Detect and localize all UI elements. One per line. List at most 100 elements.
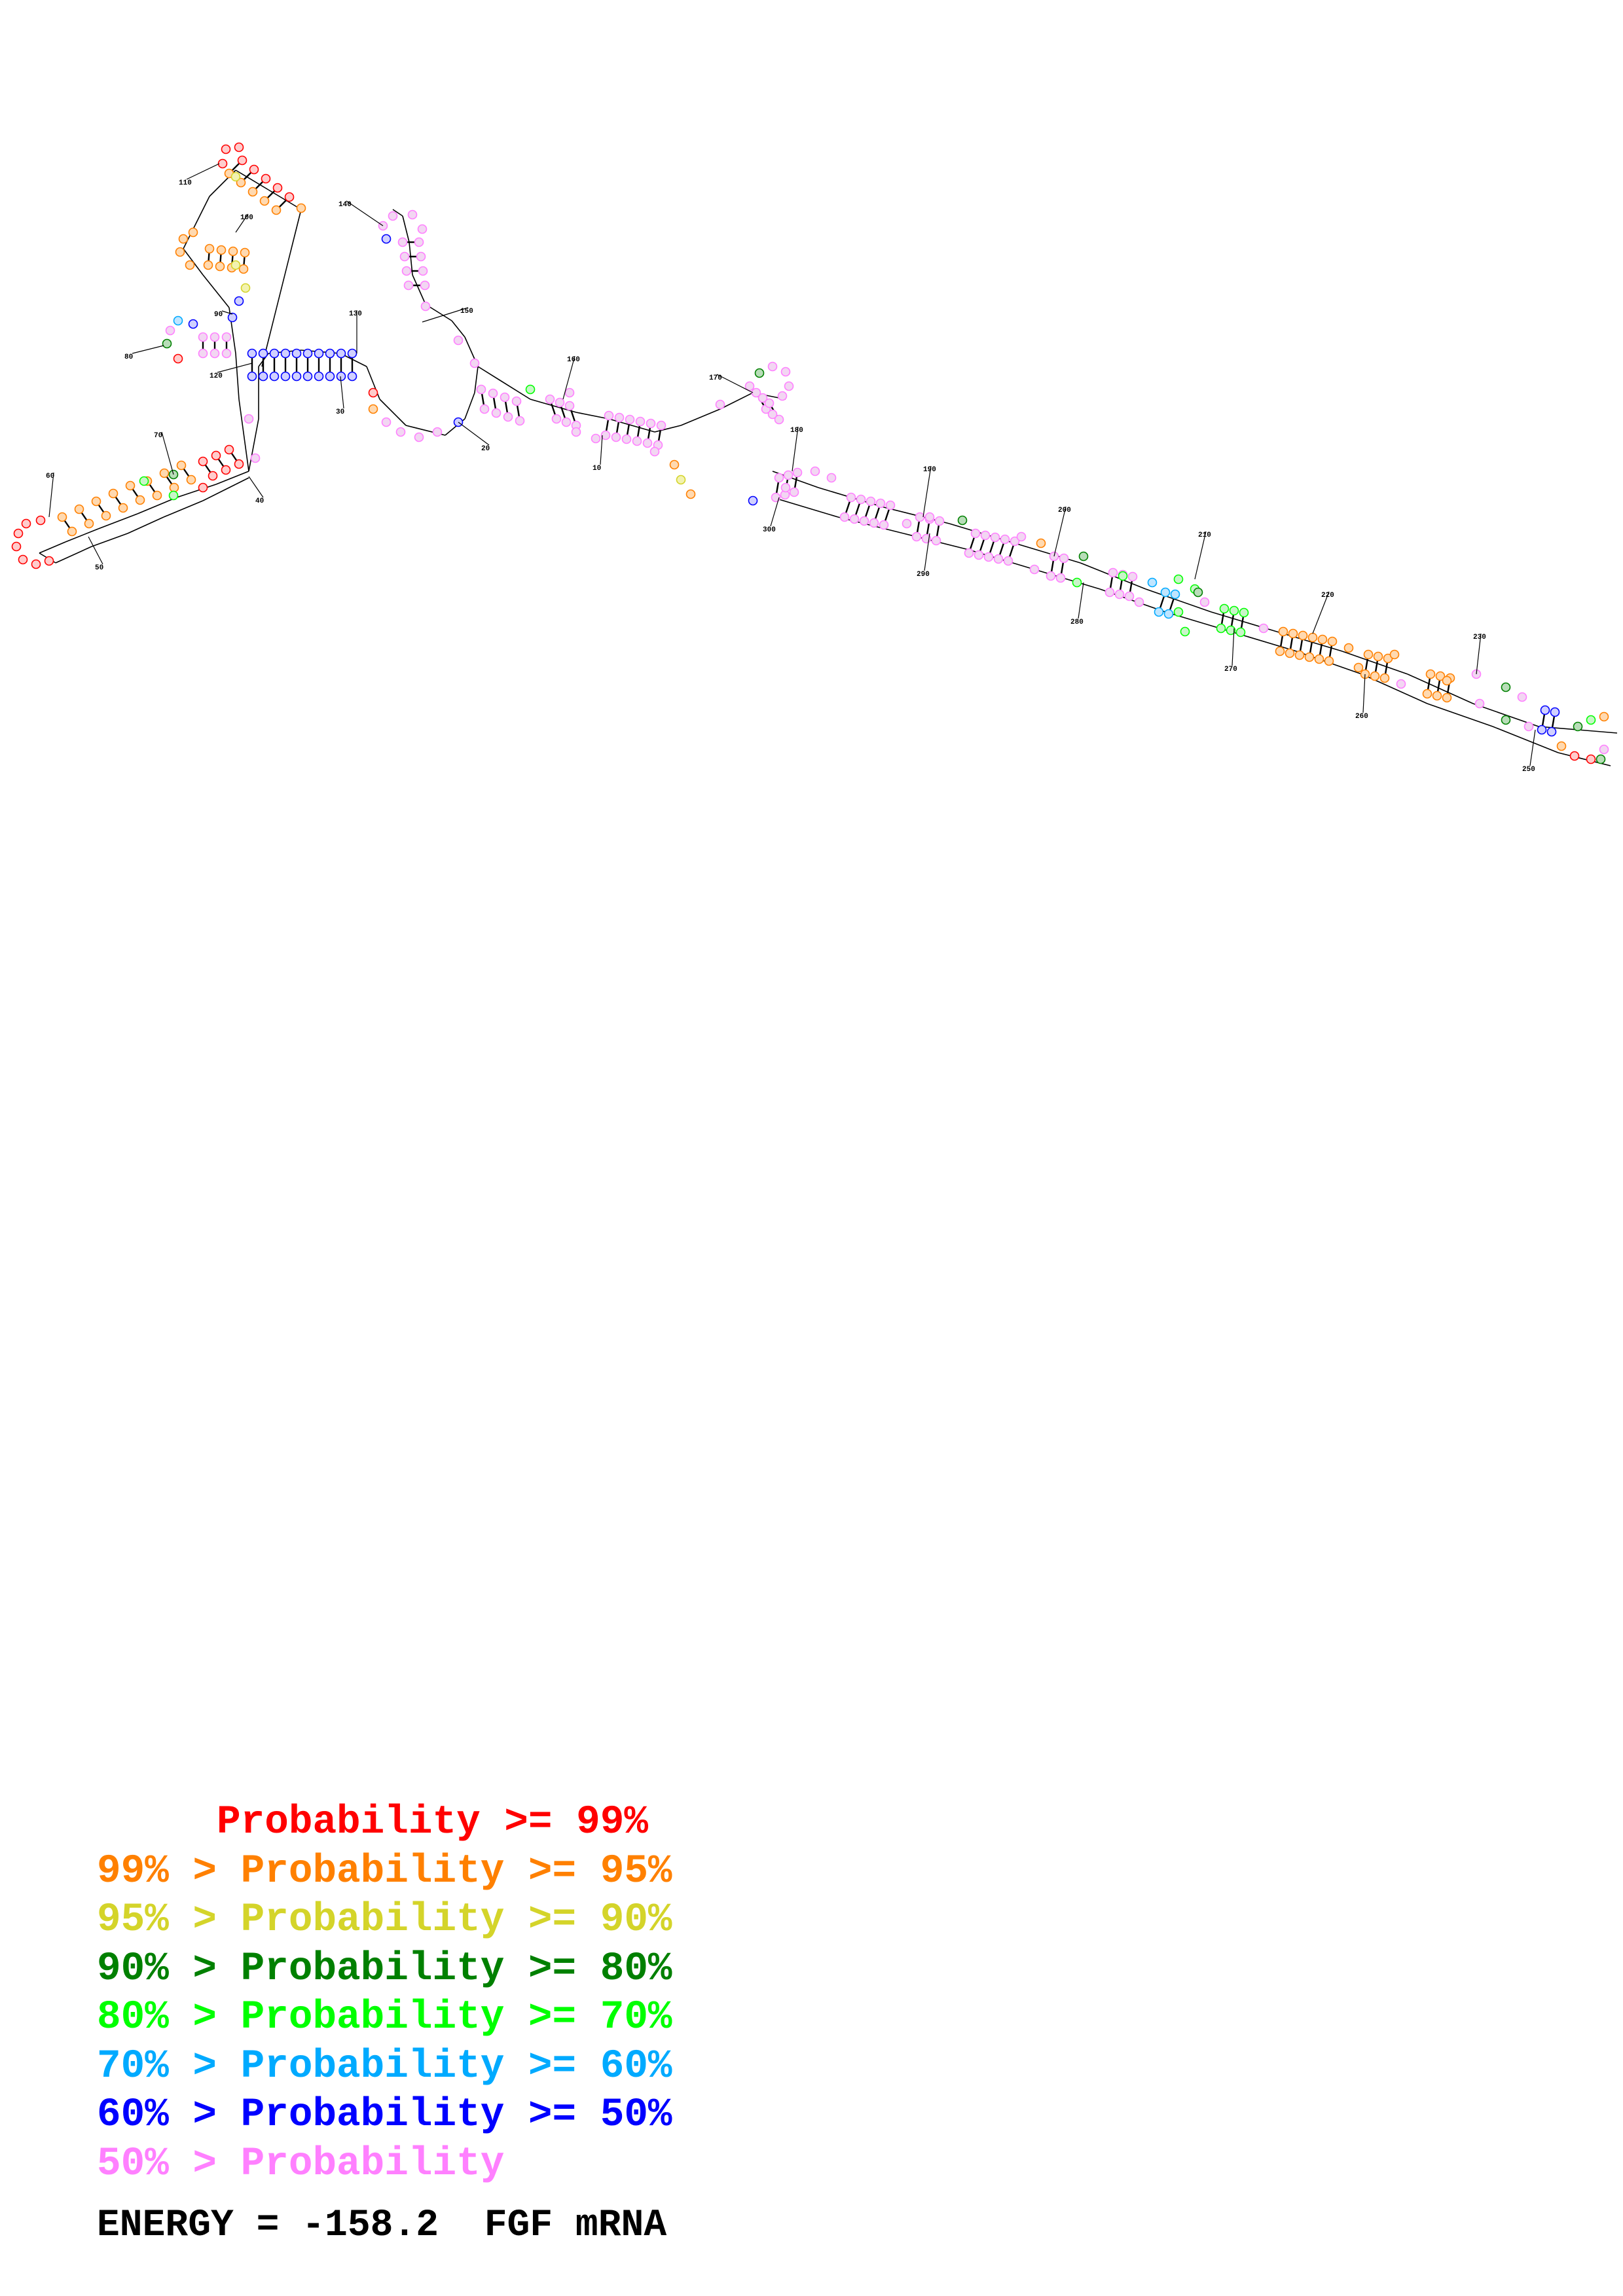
nucleotide (403, 280, 414, 291)
nucleotide (336, 348, 346, 359)
nucleotide (21, 518, 31, 529)
nucleotide (261, 173, 271, 184)
nucleotide (271, 205, 282, 215)
nucleotide (169, 482, 179, 493)
label-leader-line (1053, 506, 1067, 557)
nucleotide (1278, 626, 1288, 637)
nucleotide (1389, 649, 1400, 660)
label-leader-line (1078, 582, 1084, 619)
backbone-segment (392, 209, 403, 217)
nucleotide (1219, 603, 1230, 614)
nucleotide (74, 504, 84, 514)
nucleotide (368, 387, 378, 398)
nucleotide (784, 381, 794, 391)
nucleotide (216, 245, 227, 255)
nucleotide (453, 335, 464, 346)
nucleotide (247, 187, 258, 197)
nucleotide (397, 237, 408, 247)
nucleotide (715, 399, 725, 410)
nucleotide (869, 518, 879, 528)
nucleotide (561, 417, 572, 427)
nucleotide (35, 515, 46, 526)
backbone-segment (215, 471, 249, 485)
backbone-segment (464, 392, 475, 420)
nucleotide (525, 384, 536, 395)
backbone-segment (379, 399, 407, 426)
nucleotide (1118, 571, 1128, 581)
nucleotide (234, 142, 244, 152)
nucleotide (915, 512, 925, 522)
nucleotide (1294, 650, 1305, 660)
position-label: 170 (709, 374, 722, 382)
backbone-segment (1145, 588, 1212, 613)
nucleotide (479, 404, 490, 414)
nucleotide (564, 387, 575, 398)
nucleotide (1173, 574, 1184, 584)
nucleotide (234, 296, 244, 306)
nucleotide (395, 427, 406, 437)
nucleotide (1170, 589, 1180, 600)
nucleotide (469, 358, 480, 368)
nucleotide (1298, 630, 1308, 641)
nucleotide (902, 518, 912, 529)
nucleotide (1373, 651, 1383, 662)
nucleotide (1180, 626, 1190, 637)
label-leader-line (922, 465, 932, 518)
nucleotide (1396, 679, 1406, 689)
nucleotide (1000, 534, 1010, 545)
nucleotide (1055, 573, 1066, 583)
nucleotide (551, 414, 562, 424)
label-leader-line (1312, 591, 1330, 634)
label-leader-line (221, 310, 233, 315)
nucleotide (1235, 627, 1246, 637)
label-leader-line (217, 363, 253, 373)
nucleotide (234, 459, 244, 469)
nucleotide (198, 456, 208, 467)
nucleotide (244, 414, 254, 424)
nucleotide (139, 476, 149, 486)
legend-row: 95% > Probability >= 90% (97, 1897, 672, 1943)
rna-secondary-structure-diagram: 10 20 30 40 50 60 70 80 90 100 110 120 130 140 150 160 1… (11, 142, 1618, 774)
backbone-segment (451, 320, 465, 338)
nucleotide (754, 368, 765, 378)
nucleotide (1036, 538, 1046, 548)
nucleotide (764, 398, 775, 408)
nucleotide-circles (11, 142, 1609, 764)
nucleotide (272, 183, 283, 193)
nucleotide (1160, 587, 1171, 598)
nucleotide (314, 348, 324, 359)
nucleotide (280, 348, 291, 359)
nucleotide (1599, 711, 1609, 722)
nucleotide (1324, 656, 1334, 666)
nucleotide (879, 520, 889, 530)
nucleotide (1353, 662, 1364, 673)
nucleotide (614, 412, 625, 423)
nucleotide (600, 430, 611, 440)
label-leader-line (132, 345, 164, 354)
backbone-segment (235, 170, 269, 190)
nucleotide (748, 495, 758, 506)
nucleotide (67, 526, 77, 537)
backbone-segment (772, 497, 839, 518)
nucleotide (221, 348, 232, 359)
nucleotide (165, 325, 175, 336)
backbone-segment (127, 516, 164, 534)
nucleotide (646, 418, 656, 429)
nucleotide (221, 332, 232, 342)
nucleotide (625, 414, 635, 425)
position-label: 280 (1070, 619, 1084, 626)
nucleotide (875, 498, 886, 509)
nucleotide (964, 548, 974, 558)
nucleotide (198, 482, 208, 493)
nucleotide (1517, 692, 1527, 702)
position-label: 190 (923, 466, 936, 474)
nucleotide (757, 393, 768, 403)
nucleotide (656, 420, 666, 431)
energy-label: ENERGY = -158.2 FGF mRNA (97, 2204, 667, 2247)
label-leader-line (88, 536, 103, 565)
nucleotide (259, 196, 270, 206)
label-leader-line (1476, 633, 1482, 675)
nucleotide (1540, 705, 1550, 715)
position-label: 90 (214, 311, 223, 319)
nucleotide (1556, 741, 1567, 751)
